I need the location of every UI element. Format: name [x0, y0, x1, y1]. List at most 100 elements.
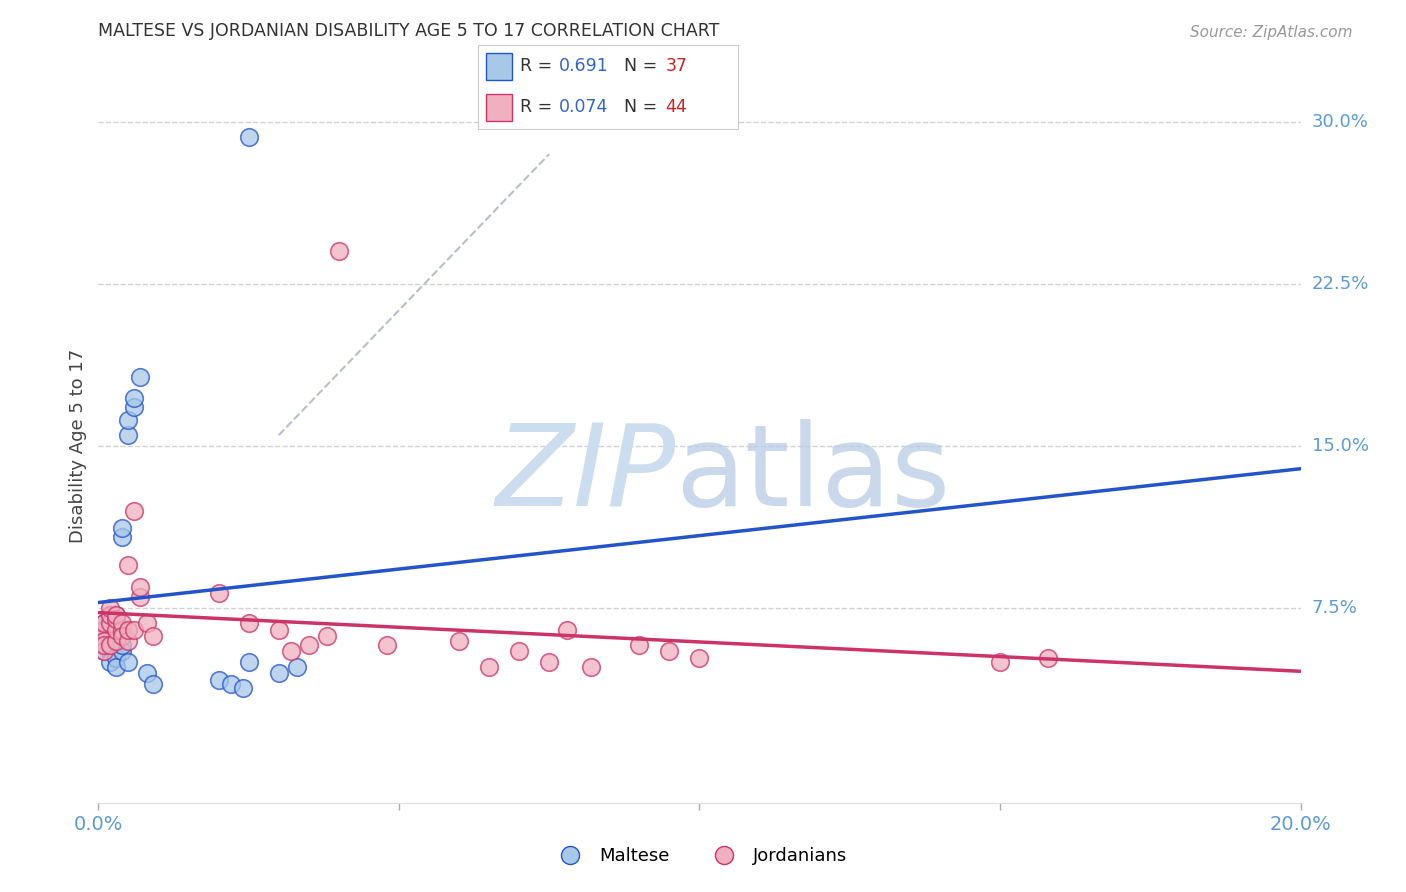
- Point: [105, 607, 128, 622]
- Text: 0.691: 0.691: [558, 57, 609, 75]
- Point: [232, 681, 254, 696]
- Point: [117, 655, 139, 669]
- Point: [93, 633, 115, 648]
- Text: 37: 37: [665, 57, 688, 75]
- Point: [111, 530, 134, 544]
- Point: [208, 673, 231, 687]
- Point: [105, 623, 128, 637]
- Point: [117, 623, 139, 637]
- Point: [555, 623, 578, 637]
- Point: [267, 666, 290, 681]
- Point: [135, 666, 157, 681]
- Point: [375, 638, 398, 652]
- Point: [100, 644, 122, 658]
- Point: [111, 623, 134, 637]
- Text: N =: N =: [624, 57, 662, 75]
- Text: 0.074: 0.074: [558, 98, 607, 116]
- Point: [100, 627, 122, 641]
- Point: [93, 616, 115, 631]
- Point: [141, 629, 163, 643]
- Point: [111, 638, 134, 652]
- Point: [93, 623, 115, 637]
- Point: [117, 633, 139, 648]
- Point: [238, 129, 260, 144]
- Point: [219, 677, 242, 691]
- Text: Source: ZipAtlas.com: Source: ZipAtlas.com: [1189, 25, 1353, 40]
- Text: N =: N =: [624, 98, 662, 116]
- Text: atlas: atlas: [675, 419, 950, 530]
- Point: [628, 638, 651, 652]
- Point: [129, 580, 152, 594]
- Point: [124, 623, 146, 637]
- Point: [100, 616, 122, 631]
- Point: [100, 601, 122, 615]
- Text: 44: 44: [665, 98, 688, 116]
- Point: [100, 607, 122, 622]
- Point: [111, 521, 134, 535]
- Point: [988, 655, 1011, 669]
- Text: 30.0%: 30.0%: [1312, 112, 1368, 130]
- Point: [93, 638, 115, 652]
- Text: ZIP: ZIP: [495, 419, 675, 530]
- Legend: Maltese, Jordanians: Maltese, Jordanians: [546, 840, 853, 872]
- Bar: [486, 54, 512, 80]
- Point: [105, 659, 128, 673]
- Point: [105, 612, 128, 626]
- Point: [135, 616, 157, 631]
- Point: [298, 638, 321, 652]
- Bar: [486, 94, 512, 120]
- Point: [105, 633, 128, 648]
- Point: [447, 633, 470, 648]
- Y-axis label: Disability Age 5 to 17: Disability Age 5 to 17: [69, 349, 87, 543]
- Point: [285, 659, 308, 673]
- Point: [117, 413, 139, 427]
- Point: [117, 558, 139, 572]
- Point: [100, 616, 122, 631]
- Point: [100, 607, 122, 622]
- Point: [129, 591, 152, 605]
- Point: [111, 629, 134, 643]
- Text: 7.5%: 7.5%: [1312, 599, 1358, 617]
- Point: [93, 616, 115, 631]
- Point: [141, 677, 163, 691]
- Point: [280, 644, 302, 658]
- Point: [238, 616, 260, 631]
- Point: [129, 369, 152, 384]
- Point: [111, 644, 134, 658]
- Text: R =: R =: [520, 98, 557, 116]
- Point: [105, 607, 128, 622]
- Point: [93, 633, 115, 648]
- Point: [117, 428, 139, 442]
- Point: [238, 655, 260, 669]
- Point: [1036, 651, 1059, 665]
- Point: [315, 629, 337, 643]
- Point: [208, 586, 231, 600]
- Text: 22.5%: 22.5%: [1312, 275, 1369, 293]
- Point: [105, 623, 128, 637]
- Point: [93, 638, 115, 652]
- Point: [93, 623, 115, 637]
- Point: [93, 644, 115, 658]
- Point: [328, 244, 350, 259]
- Point: [93, 644, 115, 658]
- Point: [478, 659, 501, 673]
- Point: [100, 633, 122, 648]
- Text: R =: R =: [520, 57, 557, 75]
- Point: [581, 659, 603, 673]
- Point: [105, 616, 128, 631]
- Point: [124, 400, 146, 414]
- Point: [124, 504, 146, 518]
- Point: [100, 638, 122, 652]
- Point: [267, 623, 290, 637]
- Text: MALTESE VS JORDANIAN DISABILITY AGE 5 TO 17 CORRELATION CHART: MALTESE VS JORDANIAN DISABILITY AGE 5 TO…: [98, 22, 720, 40]
- Point: [105, 638, 128, 652]
- Text: 15.0%: 15.0%: [1312, 437, 1368, 455]
- Point: [538, 655, 561, 669]
- Point: [105, 633, 128, 648]
- Point: [105, 651, 128, 665]
- Point: [508, 644, 530, 658]
- Point: [658, 644, 681, 658]
- Point: [688, 651, 710, 665]
- Point: [100, 655, 122, 669]
- Point: [124, 392, 146, 406]
